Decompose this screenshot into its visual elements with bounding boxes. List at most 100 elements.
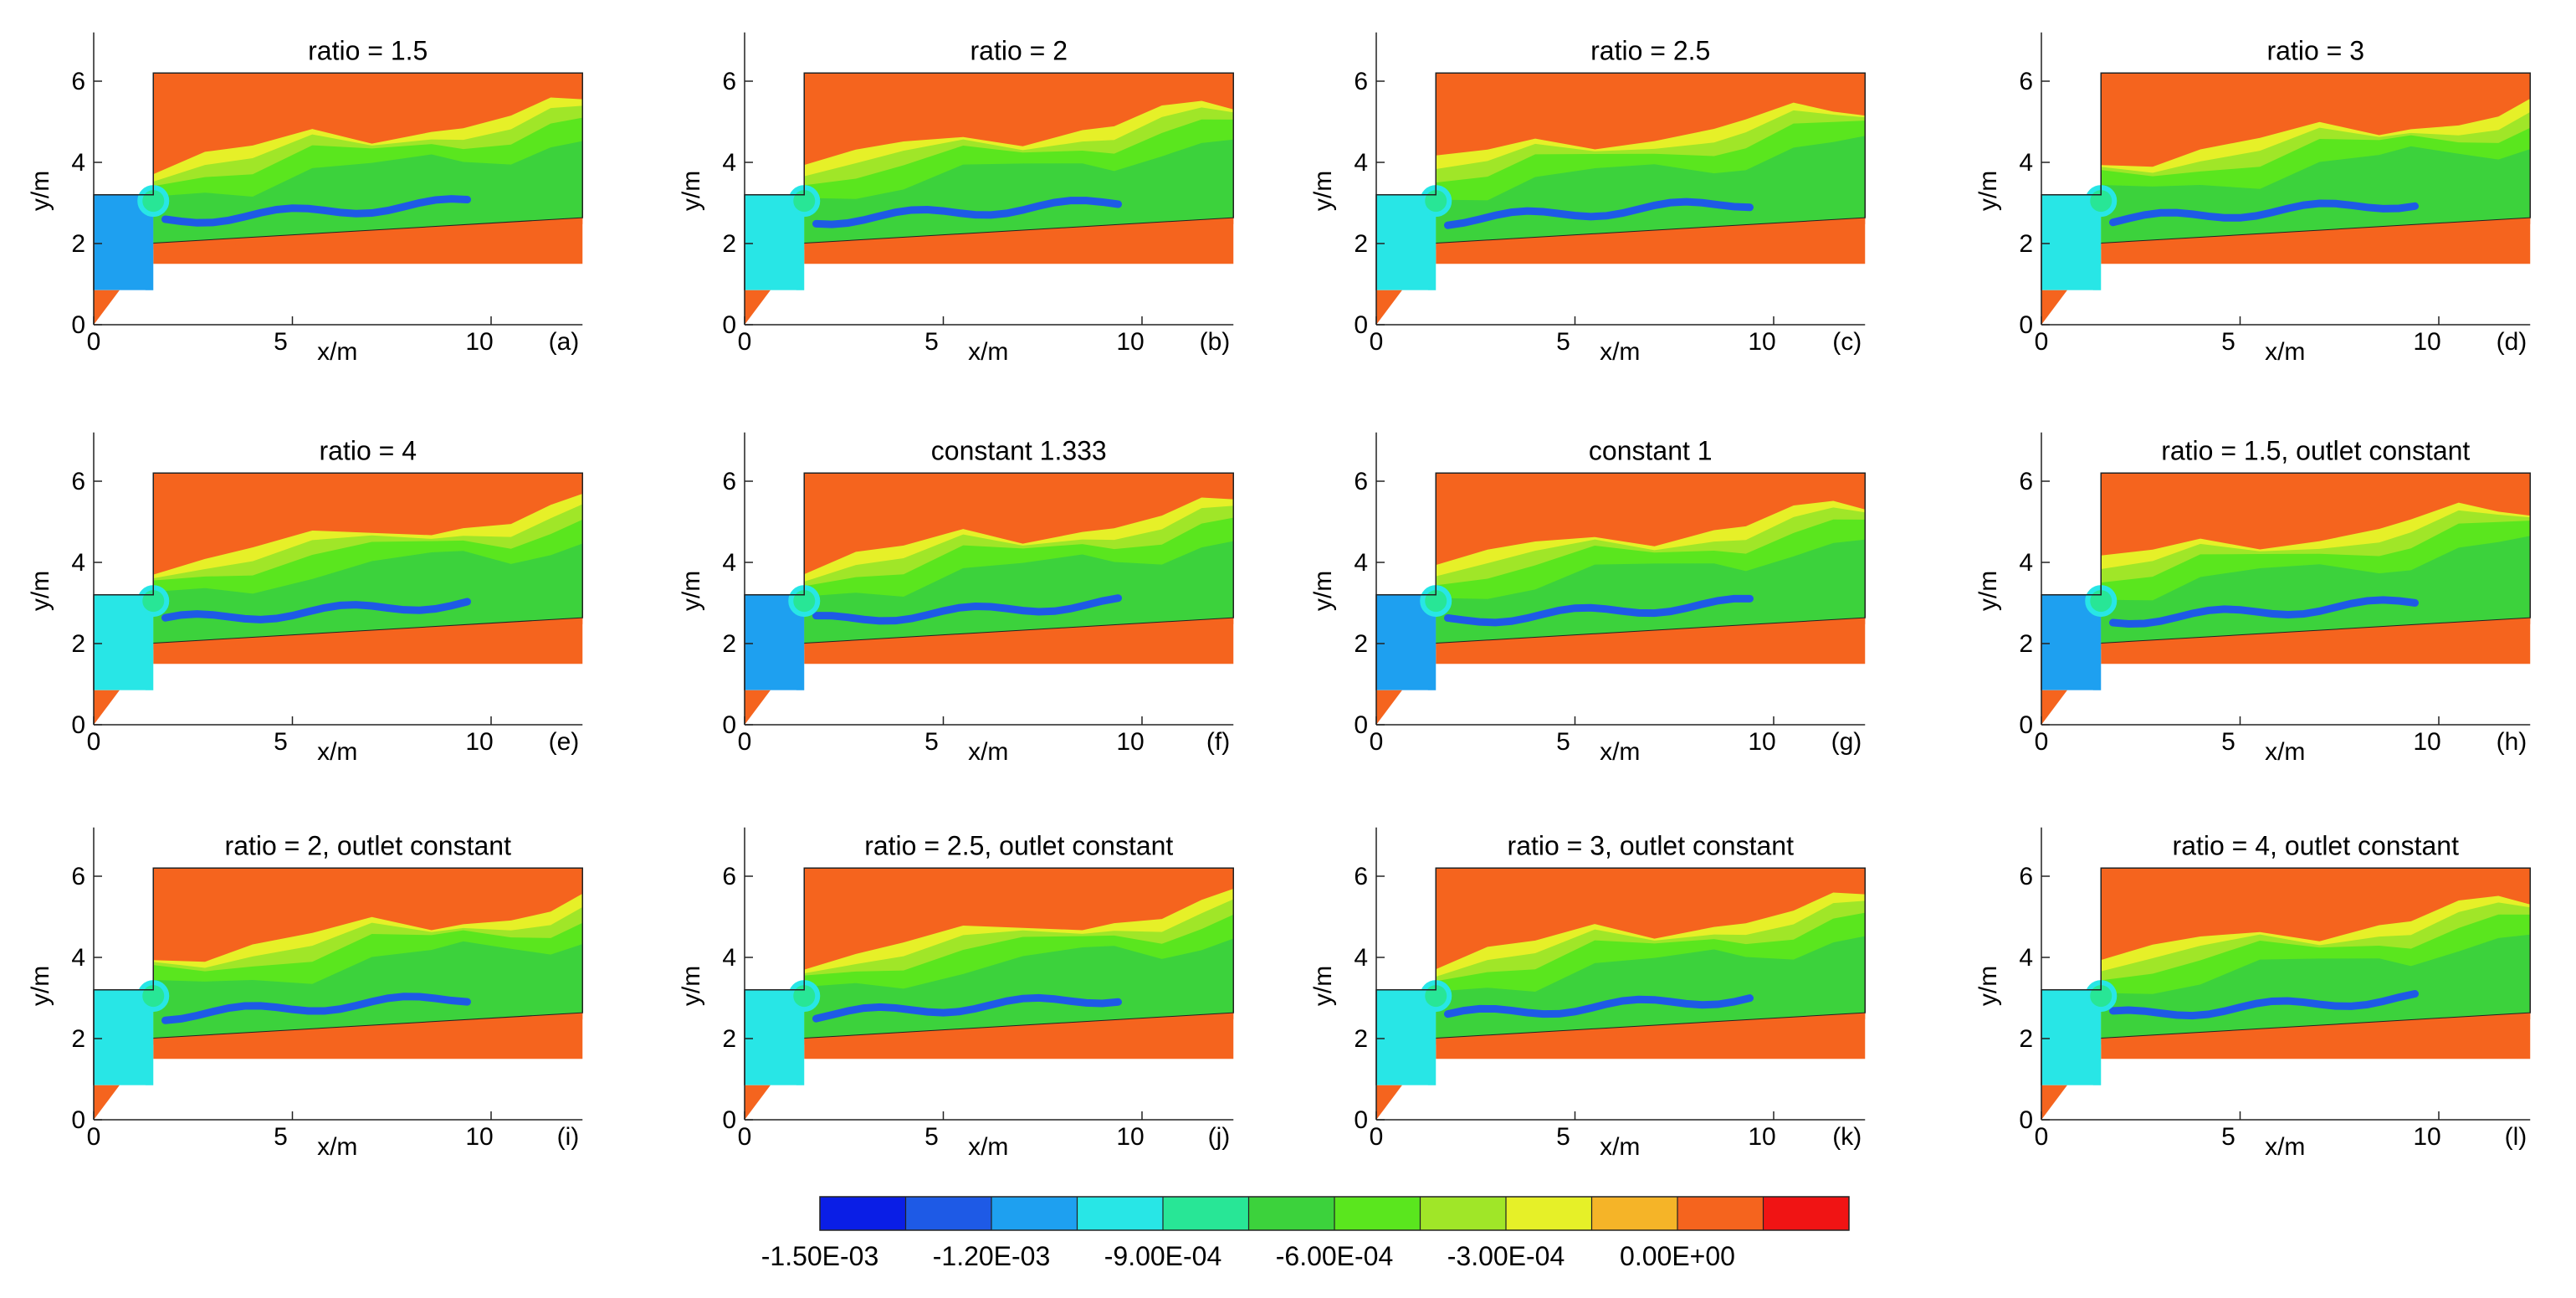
x-tick-label: 0	[1370, 328, 1384, 356]
x-axis-label: x/m	[317, 338, 357, 366]
jet-streak	[2109, 199, 2419, 227]
contour-field	[744, 867, 1234, 1120]
contour-field	[93, 472, 583, 725]
x-tick-label: 0	[738, 728, 752, 756]
panel-k: 0 5 10 0 2 4 6 x/m y/m ratio = 3, outlet constant…	[1309, 827, 1866, 1161]
panel-title: ratio = 2	[970, 35, 1068, 65]
jet-streak	[2109, 990, 2419, 1020]
x-tick-label: 10	[465, 328, 493, 356]
y-axis-label: y/m	[1974, 171, 2002, 211]
x-tick-label: 5	[274, 1123, 288, 1151]
x-axis-label: x/m	[968, 338, 1008, 366]
contour-field	[2041, 472, 2531, 725]
panel-l: 0 5 10 0 2 4 6 x/m y/m ratio = 4, outlet constant…	[1974, 827, 2531, 1161]
panel-b: 0 5 10 0 2 4 6 x/m y/m ratio = 2 (b)	[678, 32, 1234, 366]
panel-label: (l)	[2505, 1123, 2527, 1151]
y-tick-label: 2	[2019, 1025, 2033, 1053]
y-tick-label: 2	[2019, 630, 2033, 658]
y-tick-label: 0	[1354, 711, 1368, 739]
x-tick-label: 0	[2035, 328, 2049, 356]
y-axis-label: y/m	[1309, 571, 1337, 611]
corner-triangle	[745, 1085, 771, 1120]
y-tick-label: 6	[2019, 468, 2033, 495]
contour-field	[2041, 867, 2531, 1120]
x-tick-label: 10	[1116, 328, 1144, 356]
x-axis-label: x/m	[2265, 338, 2305, 366]
floor-strip	[2101, 218, 2531, 250]
panel-d: 0 5 10 0 2 4 6 x/m y/m ratio = 3 (d)	[1974, 32, 2531, 366]
contour-field	[744, 72, 1234, 325]
axes: 0 5 10 0 2 4 6 x/m y/m	[1309, 32, 1866, 366]
x-tick-label: 5	[924, 1123, 939, 1151]
x-tick-label: 5	[924, 328, 939, 356]
y-tick-label: 0	[71, 711, 85, 739]
axes: 0 5 10 0 2 4 6 x/m y/m	[1974, 827, 2531, 1161]
x-tick-label: 0	[1370, 1123, 1384, 1151]
jet-streak	[1444, 994, 1754, 1018]
x-tick-label: 5	[2221, 728, 2235, 756]
y-tick-label: 2	[71, 630, 85, 658]
floor-strip	[1436, 1013, 1866, 1045]
axes: 0 5 10 0 2 4 6 x/m y/m	[27, 827, 583, 1161]
y-tick-label: 4	[1354, 149, 1368, 177]
x-tick-label: 5	[924, 728, 939, 756]
x-tick-label: 0	[738, 1123, 752, 1151]
x-tick-label: 10	[1748, 1123, 1775, 1151]
x-tick-label: 0	[87, 328, 101, 356]
y-tick-label: 6	[722, 468, 736, 495]
axes: 0 5 10 0 2 4 6 x/m y/m	[678, 32, 1234, 366]
floor-strip	[804, 218, 1234, 250]
y-tick-label: 6	[71, 468, 85, 495]
x-tick-label: 5	[1556, 1123, 1570, 1151]
jet-streak	[1444, 198, 1754, 229]
y-tick-label: 0	[722, 711, 736, 739]
y-tick-label: 4	[722, 549, 736, 577]
y-axis-label: y/m	[27, 571, 54, 611]
y-tick-label: 6	[71, 863, 85, 890]
panel-title: ratio = 2.5, outlet constant	[864, 830, 1173, 860]
y-axis-label: y/m	[1974, 571, 2002, 611]
corner-triangle	[94, 690, 120, 725]
x-tick-label: 10	[2413, 728, 2440, 756]
x-tick-label: 0	[87, 728, 101, 756]
x-tick-label: 0	[2035, 1123, 2049, 1151]
floor-strip	[2101, 618, 2531, 650]
y-tick-label: 4	[2019, 944, 2033, 972]
x-axis-label: x/m	[317, 738, 357, 766]
y-tick-label: 4	[1354, 549, 1368, 577]
x-tick-label: 5	[2221, 1123, 2235, 1151]
colorbar-swatch	[1420, 1197, 1507, 1230]
y-tick-label: 0	[2019, 311, 2033, 339]
panel-h: 0 5 10 0 2 4 6 x/m y/m ratio = 1.5, outlet consta…	[1974, 432, 2531, 766]
x-axis-label: x/m	[1600, 1133, 1640, 1161]
colorbar-swatch	[1763, 1197, 1850, 1230]
corner-triangle	[2041, 690, 2067, 725]
contour-field	[1375, 72, 1866, 325]
panel-label: (i)	[557, 1123, 580, 1151]
jet-streak	[1444, 594, 1754, 627]
colorbar-swatch	[905, 1197, 992, 1230]
y-axis-label: y/m	[678, 571, 705, 611]
x-axis-label: x/m	[968, 1133, 1008, 1161]
y-tick-label: 6	[71, 68, 85, 95]
axes: 0 5 10 0 2 4 6 x/m y/m	[27, 432, 583, 766]
corner-triangle	[2041, 290, 2067, 325]
x-tick-label: 10	[465, 1123, 493, 1151]
contour-band-3	[1436, 136, 1866, 244]
contour-field	[93, 867, 583, 1120]
axes: 0 5 10 0 2 4 6 x/m y/m	[678, 827, 1234, 1161]
corner-triangle	[1376, 1085, 1402, 1120]
jet-streak	[2109, 596, 2419, 628]
y-tick-label: 0	[722, 311, 736, 339]
colorbar-swatch	[1077, 1197, 1164, 1230]
y-tick-label: 6	[2019, 68, 2033, 95]
panel-title: ratio = 3	[2266, 35, 2364, 65]
y-tick-label: 2	[722, 1025, 736, 1053]
y-tick-label: 2	[2019, 230, 2033, 258]
axes: 0 5 10 0 2 4 6 x/m y/m	[678, 432, 1234, 766]
y-tick-label: 4	[722, 944, 736, 972]
y-tick-label: 2	[722, 630, 736, 658]
colorbar-swatch	[1591, 1197, 1678, 1230]
y-tick-label: 6	[722, 863, 736, 890]
panel-label: (k)	[1832, 1123, 1862, 1151]
